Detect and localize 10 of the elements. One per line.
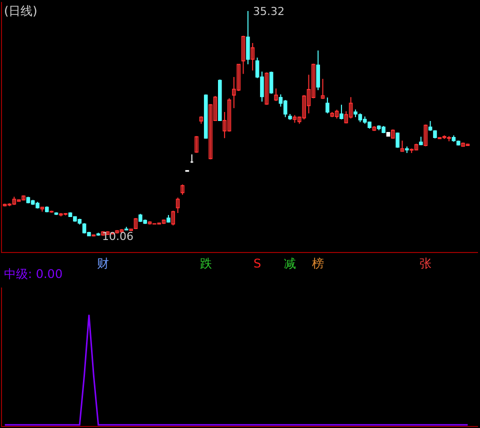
x-tick-label: 榜 [312, 256, 324, 271]
x-tick-label: S [253, 256, 262, 271]
chart-title: (日线) [4, 4, 38, 18]
text: 中级: 0.00 [4, 267, 63, 281]
x-tick-label: 财 [97, 256, 109, 271]
annotation: 35.32 [253, 5, 284, 18]
annotation: 10.06 [102, 230, 134, 243]
x-tick-label: 张 [420, 256, 432, 271]
x-tick-label: 减 [284, 256, 296, 271]
x-tick-label: 跌 [200, 256, 212, 271]
